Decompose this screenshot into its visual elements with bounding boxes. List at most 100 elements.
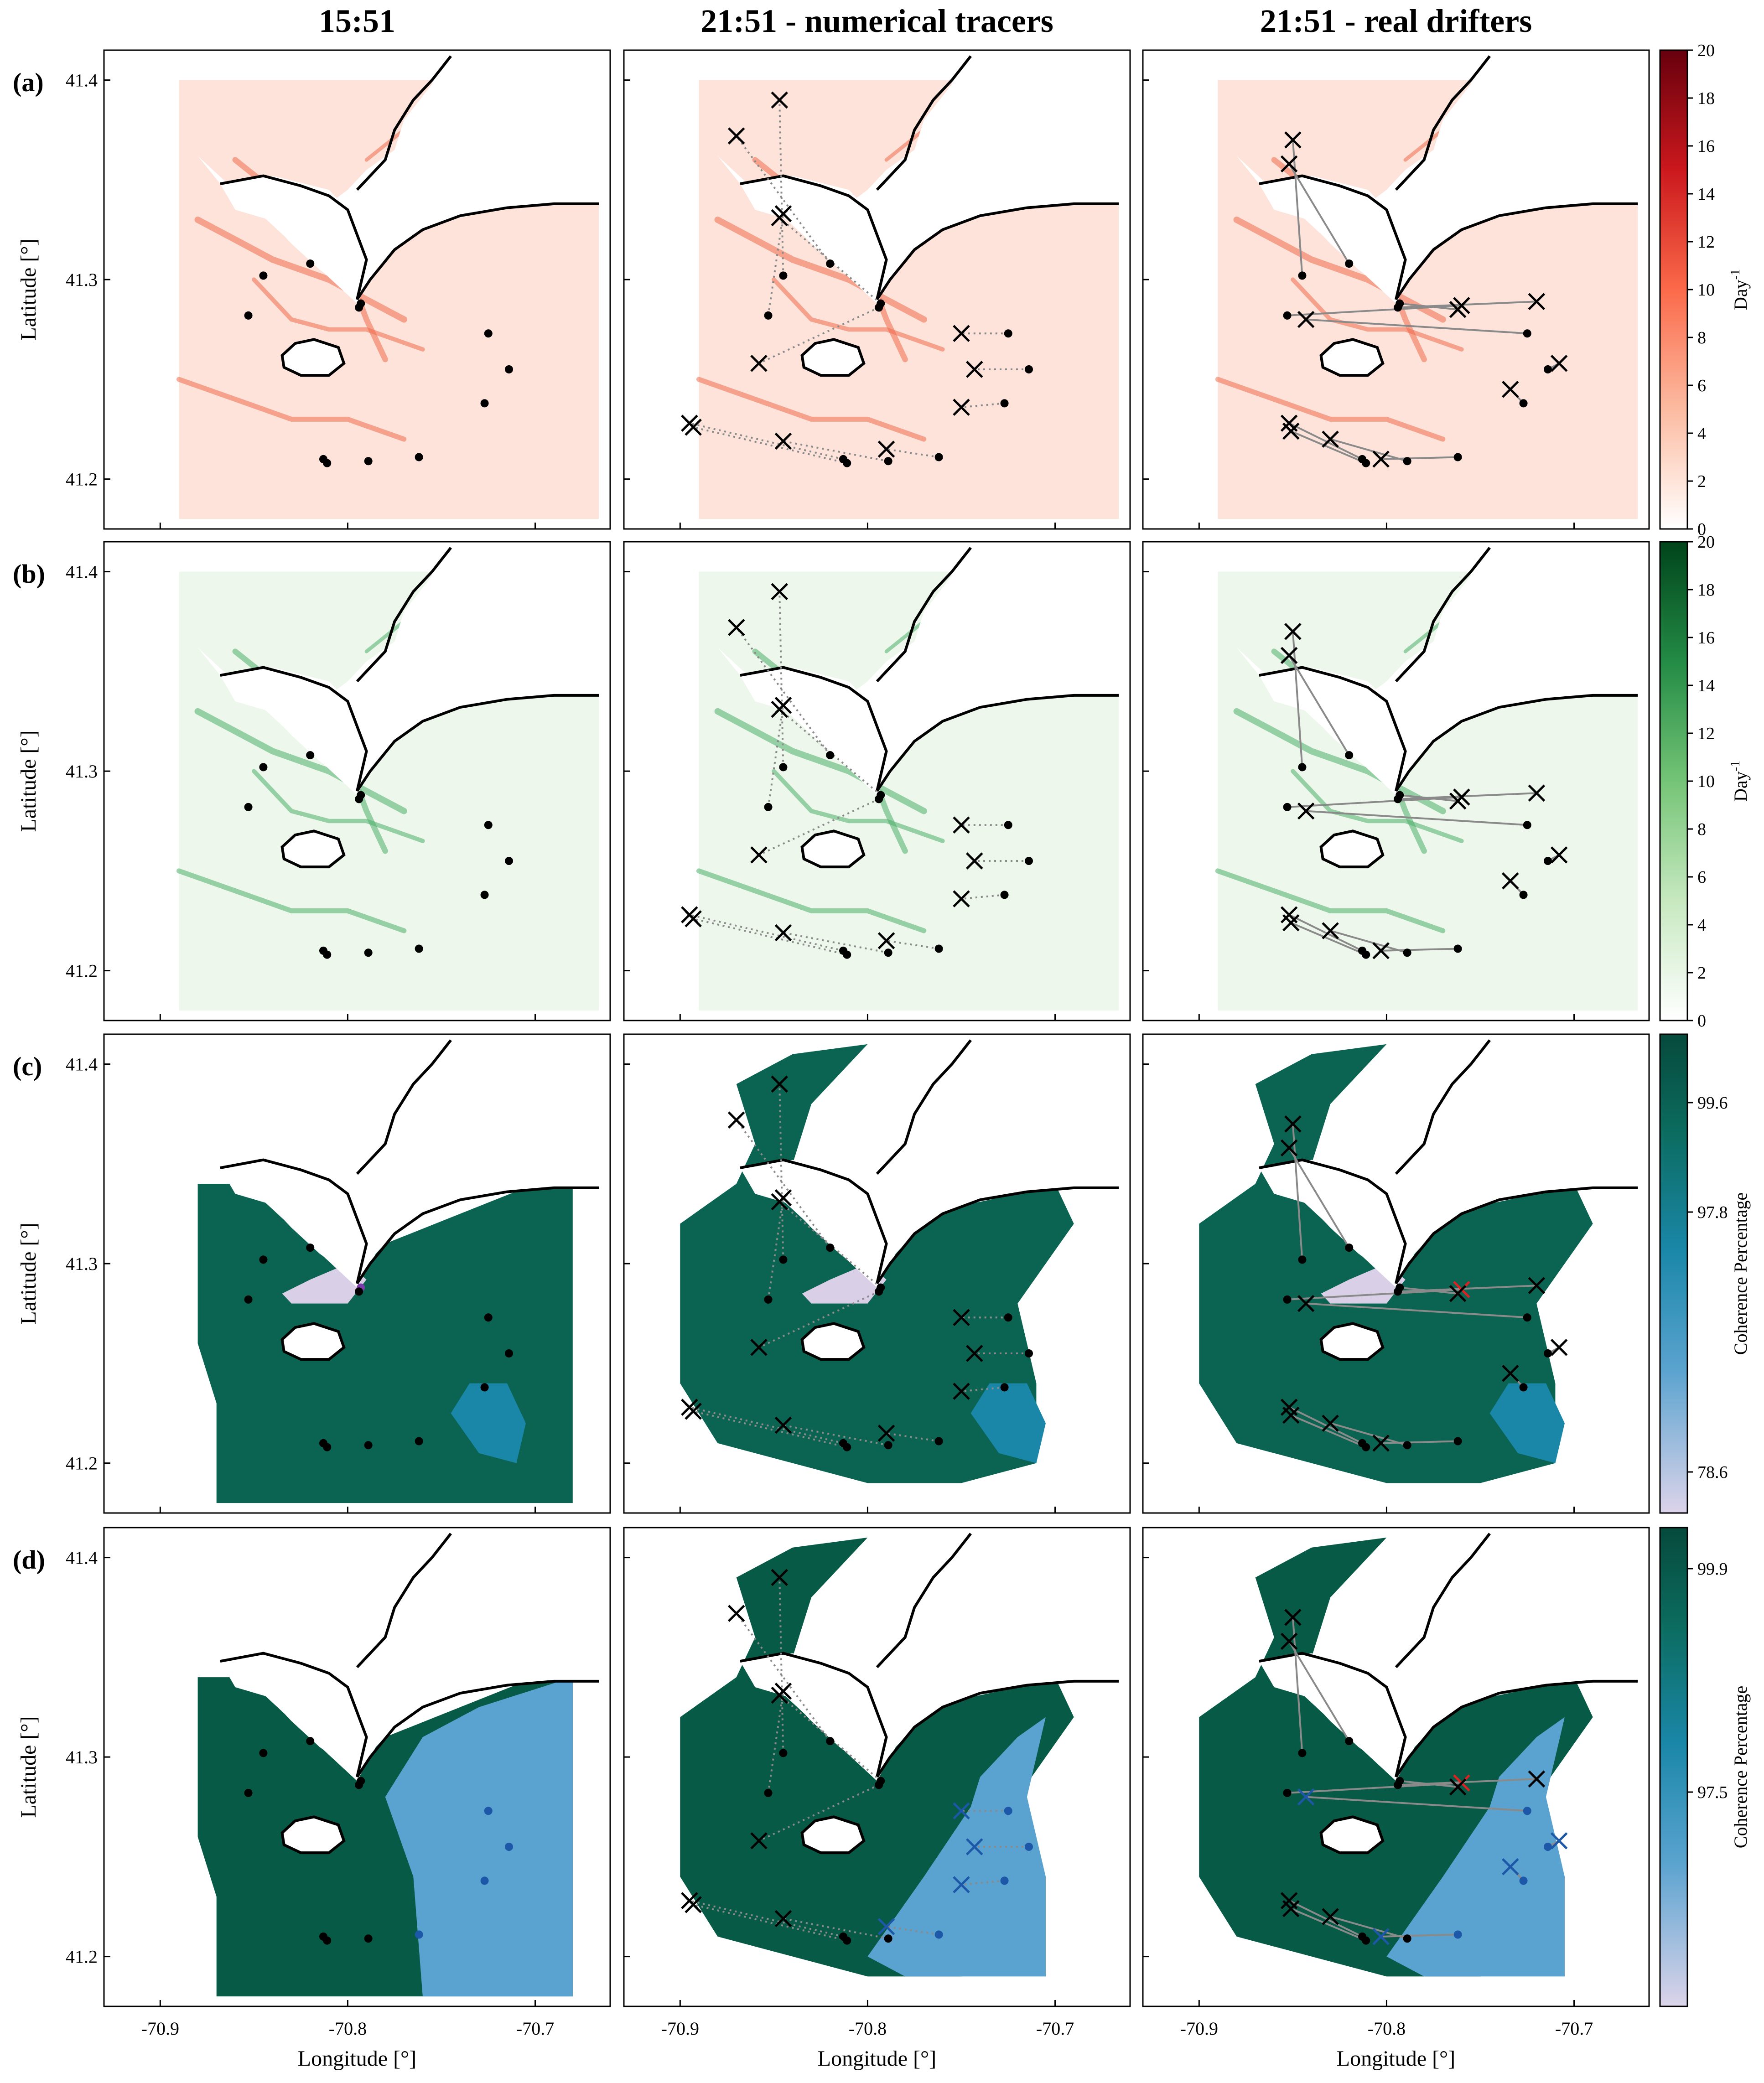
drifter-end-cross (1297, 311, 1315, 328)
drifter-track (1288, 422, 1363, 460)
land-peninsula (740, 1653, 887, 1767)
drifter-track (693, 426, 847, 464)
panel-d-3: -70.9 -70.8 -70.7 Longitude [°] (1142, 1527, 1650, 2071)
panel-b-3 (1142, 541, 1650, 1021)
drifter-start-dot (1394, 795, 1402, 803)
panel-frame (623, 1527, 1131, 2007)
drifter-track (693, 917, 847, 956)
coastline (740, 1652, 888, 1777)
drifter-end-cross (953, 890, 970, 907)
coherent-region-blue (970, 1383, 1046, 1463)
drifter-start-dot (244, 1295, 253, 1304)
drifter-end-cross (774, 924, 792, 942)
drifter-start-dot (1523, 1807, 1531, 1815)
row-label: (b) (13, 559, 45, 589)
coastline (1395, 1533, 1491, 1668)
drifter-track (1292, 1617, 1303, 1753)
coastline (876, 1679, 1119, 1778)
coastline (356, 55, 452, 191)
drifter-start-dot (244, 1788, 253, 1797)
drifter-start-dot (355, 303, 363, 312)
drifter-track (689, 1406, 844, 1444)
coherent-region-blue (1489, 1383, 1565, 1463)
column-title: 21:51 - real drifters (1260, 3, 1532, 39)
drifter-end-cross (1502, 380, 1519, 398)
land-peninsula (1259, 667, 1406, 781)
coastline (1259, 1652, 1407, 1777)
drifter-end-cross (1284, 131, 1302, 149)
drifter-end-cross (1502, 1364, 1519, 1382)
drifter-track (1291, 430, 1366, 464)
drifter-start-dot (764, 803, 773, 811)
drifter-start-dot (875, 1781, 883, 1789)
drifter-start-dot (779, 271, 788, 280)
coastline (1395, 55, 1491, 191)
coastline (1259, 666, 1407, 792)
drifter-start-dot (884, 948, 892, 957)
drifter-start-dot (505, 1349, 513, 1358)
drifter-start-dot (505, 365, 513, 373)
drifter-track (961, 402, 1005, 409)
drifter-end-cross (966, 852, 983, 870)
drifter-start-dot (826, 1737, 835, 1746)
drifter-end-cross (953, 1802, 970, 1820)
island (280, 338, 346, 377)
drifter-start-dot (1362, 1936, 1370, 1945)
drifter-end-cross (771, 1686, 788, 1704)
drifter-end-cross (1284, 1115, 1302, 1133)
island (1319, 338, 1385, 377)
ridge-line (1233, 708, 1446, 814)
y-tick-label: 41.2 (66, 961, 98, 981)
drifter-start-dot (1345, 1244, 1354, 1252)
drifter-start-dot (1283, 1295, 1292, 1304)
panel-d-2: -70.9 -70.8 -70.7 Longitude [°] (623, 1527, 1131, 2071)
drifter-start-dot (1544, 857, 1552, 865)
drifter-track (886, 1432, 939, 1442)
drifter-start-dot (1298, 763, 1307, 772)
drifter-track (778, 100, 784, 276)
y-tick-label: 41.4 (66, 562, 98, 582)
coastline (1395, 1039, 1491, 1175)
y-axis-label: Latitude [°] (16, 238, 41, 340)
colorbar-a: 0 2 4 6 8 10 12 14 16 18 20 Day-1 (1659, 41, 1751, 539)
drifter-start-dot (1394, 1781, 1402, 1789)
drifter-start-dot (764, 1295, 773, 1304)
ridge-line (1291, 277, 1464, 352)
drifter-track (1291, 1414, 1366, 1448)
drifter-track (1381, 1933, 1458, 1938)
drifter-end-cross (1280, 1139, 1298, 1157)
row-label: (d) (13, 1545, 45, 1575)
colorbar-exponent: -1 (1728, 761, 1743, 771)
drifter-start-dot (259, 763, 268, 772)
drifter-start-dot (306, 751, 315, 760)
drifter-start-dot (1394, 303, 1402, 312)
drifter-end-cross (877, 440, 895, 458)
colorbar-tick-label: 97.5 (1697, 1783, 1728, 1802)
drifter-end-cross (1528, 1277, 1546, 1295)
drifter-track (1288, 1641, 1350, 1742)
drifter-start-dot (1519, 399, 1528, 408)
coastline (356, 202, 599, 301)
panel-frame (1142, 541, 1650, 1021)
drifter-start-dot (1453, 944, 1462, 953)
drifter-start-dot (1025, 857, 1033, 865)
drifter-end-cross (1297, 1295, 1315, 1312)
drifter-start-dot (484, 1807, 493, 1815)
drifter-start-dot (480, 1876, 489, 1885)
drifter-end-cross (1297, 1788, 1315, 1806)
panel-frame (103, 1527, 611, 2007)
drifter-start-dot (364, 1934, 373, 1943)
y-tick-label: 41.3 (66, 1254, 98, 1274)
drifter-start-dot (779, 1749, 788, 1757)
drifter-start-dot (779, 763, 788, 772)
drifter-track (1291, 1907, 1366, 1942)
ridge-line (252, 277, 425, 352)
drifter-start-dot (1362, 1443, 1370, 1451)
drifter-end-cross (771, 700, 788, 718)
drifter-track (689, 422, 844, 460)
drifter-track (1292, 1124, 1303, 1260)
drifter-track (1288, 914, 1363, 952)
drifter-start-dot (826, 751, 835, 760)
drifter-track (736, 627, 831, 756)
